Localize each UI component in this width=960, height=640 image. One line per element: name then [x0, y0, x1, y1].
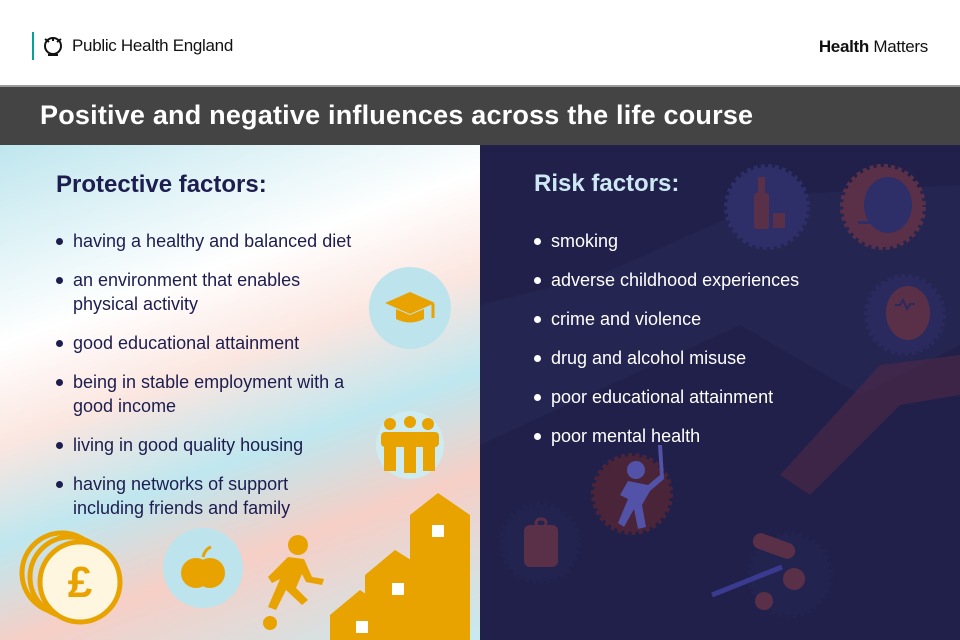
list-item: drug and alcohol misuse [534, 346, 799, 370]
protective-list: having a healthy and balanced diet an en… [56, 229, 351, 535]
list-item: good educational attainment [56, 331, 351, 355]
pound-coins-icon: £ [19, 530, 123, 625]
item-text: being in stable employment with a [73, 372, 345, 392]
list-item: crime and violence [534, 307, 799, 331]
header: Public Health England Health Matters [0, 0, 960, 85]
list-item: having networks of support including frie… [56, 472, 351, 520]
list-item: poor educational attainment [534, 385, 799, 409]
risk-panel: Risk factors: smoking adverse childhood … [480, 145, 960, 640]
list-item: having a healthy and balanced diet [56, 229, 351, 253]
violence-icon [591, 445, 673, 535]
item-text: physical activity [73, 294, 199, 314]
list-item: smoking [534, 229, 799, 253]
list-item: adverse childhood experiences [534, 268, 799, 292]
item-text: living in good quality housing [73, 435, 304, 455]
mental-health-head-icon [864, 274, 946, 356]
protective-illustrations: £ [19, 267, 470, 640]
protective-panel: £ Protective factors: having a healthy a… [0, 145, 480, 640]
item-text: good educational attainment [73, 333, 300, 353]
item-text: having networks of support [73, 474, 289, 494]
item-text: having a healthy and balanced diet [73, 231, 352, 251]
runner-icon [263, 535, 324, 630]
backpack-icon [499, 502, 581, 584]
org-name: Public Health England [72, 36, 233, 55]
smoking-head-icon [840, 164, 926, 250]
list-item: being in stable employment with a good in… [56, 370, 351, 418]
risk-list: smoking adverse childhood experiences cr… [534, 229, 799, 463]
protective-heading: Protective factors: [56, 171, 267, 198]
list-item: living in good quality housing [56, 433, 351, 457]
alcohol-bottle-icon [724, 164, 810, 250]
risk-illustrations [480, 164, 960, 618]
phe-logo: Public Health England [32, 32, 233, 60]
title-bar: Positive and negative influences across … [0, 85, 960, 145]
graduation-cap-icon [369, 267, 451, 349]
crest-icon [44, 37, 62, 56]
apple-icon [163, 528, 243, 608]
list-item: poor mental health [534, 424, 799, 448]
pills-syringe-icon [711, 532, 833, 618]
health-matters-brand: Health Matters [819, 37, 928, 57]
brand-rest: Matters [868, 37, 928, 56]
family-icon [376, 411, 444, 479]
houses-icon [330, 493, 470, 640]
page-title: Positive and negative influences across … [40, 100, 754, 130]
svg-text:£: £ [68, 558, 93, 607]
item-text: including friends and family [73, 498, 291, 518]
item-text: an environment that enables [73, 270, 301, 290]
list-item: an environment that enables physical acti… [56, 268, 351, 316]
risk-heading: Risk factors: [534, 170, 680, 197]
item-text: good income [73, 396, 177, 416]
brand-bold: Health [818, 37, 869, 56]
